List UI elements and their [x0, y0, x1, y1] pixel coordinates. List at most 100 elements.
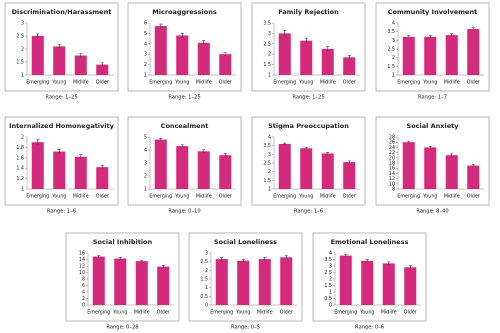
bar: [53, 46, 66, 75]
bar: [402, 142, 415, 189]
range-note: Range: 1–25: [168, 95, 200, 101]
y-tick-label: 6: [144, 21, 147, 27]
bar: [74, 156, 87, 189]
y-tick-label: 2: [268, 52, 271, 58]
bar: [343, 57, 356, 75]
y-tick-label: 4: [329, 251, 332, 257]
y-tick-label: 2.5: [263, 41, 271, 47]
y-tick-label: 1.5: [324, 283, 332, 289]
bar: [96, 64, 109, 75]
chart-title: Family Rejection: [278, 8, 339, 16]
bar: [361, 260, 374, 305]
bar: [424, 36, 437, 75]
x-tick-label: Midlife: [444, 194, 460, 200]
y-tick-label: 1.2: [16, 176, 24, 182]
x-tick-label: Emerging: [26, 80, 49, 86]
y-tick-label: 0: [82, 303, 85, 309]
bar: [404, 267, 417, 305]
y-tick-label: 1: [21, 73, 24, 79]
x-tick-label: Emerging: [149, 80, 172, 86]
y-tick-label: 2: [82, 296, 85, 302]
x-tick-label: Emerging: [26, 194, 49, 200]
bar: [96, 167, 109, 189]
bar: [74, 55, 87, 75]
y-tick-label: 2: [144, 62, 147, 68]
range-note: Range: 0–5: [231, 325, 260, 331]
x-tick-label: Midlife: [196, 80, 212, 86]
y-tick-label: 3: [268, 152, 271, 158]
y-tick-label: 1: [268, 73, 271, 79]
bar: [339, 255, 352, 305]
bar: [31, 36, 44, 75]
y-tick-label: 16: [389, 166, 395, 172]
x-tick-label: Emerging: [149, 194, 172, 200]
x-tick-label: Young: [298, 80, 313, 86]
x-tick-label: Midlife: [134, 310, 150, 316]
bar: [445, 155, 458, 189]
y-tick-label: 1.5: [16, 60, 24, 66]
bar: [215, 259, 228, 305]
x-tick-label: Older: [467, 80, 480, 86]
x-tick-label: Young: [298, 194, 313, 200]
y-tick-label: 8: [392, 187, 395, 193]
y-tick-label: 4: [392, 21, 395, 27]
x-tick-label: Older: [404, 310, 417, 316]
x-tick-label: Young: [51, 80, 66, 86]
x-tick-label: Midlife: [257, 310, 273, 316]
range-note: Range: 1–6: [294, 209, 323, 215]
y-tick-label: 3: [144, 52, 147, 58]
bar: [300, 40, 313, 75]
x-tick-label: Young: [359, 310, 374, 316]
x-tick-label: Young: [174, 194, 189, 200]
bar: [157, 266, 170, 305]
bar: [402, 36, 415, 75]
range-note: Range: 0–10: [168, 209, 200, 215]
y-tick-label: 2.5: [263, 161, 271, 167]
x-tick-label: Older: [96, 80, 109, 86]
y-tick-label: 12: [79, 264, 85, 270]
range-note: Range: 0–6: [355, 325, 384, 331]
bar: [343, 162, 356, 189]
y-tick-label: 2: [205, 268, 208, 274]
bar: [219, 54, 232, 75]
y-tick-label: 1.4: [16, 166, 24, 172]
range-note: Range: 1–25: [292, 95, 324, 101]
chart-title: Stigma Preoccupation: [268, 122, 349, 130]
bar: [53, 151, 66, 189]
y-tick-label: 22: [389, 150, 395, 156]
y-tick-label: 2: [329, 277, 332, 283]
bar: [321, 49, 334, 75]
x-tick-label: Older: [467, 194, 480, 200]
bar: [321, 153, 334, 189]
y-tick-label: 2: [268, 169, 271, 175]
x-tick-label: Young: [51, 194, 66, 200]
y-tick-label: 3: [144, 161, 147, 167]
bar: [154, 26, 167, 75]
y-tick-label: 16: [79, 251, 85, 257]
y-tick-label: 14: [79, 257, 85, 263]
y-tick-label: 18: [389, 161, 395, 167]
y-tick-label: 8: [82, 277, 85, 283]
x-tick-label: Midlife: [73, 80, 89, 86]
bar: [197, 42, 210, 75]
y-tick-label: 10: [79, 270, 85, 276]
y-tick-label: 0: [329, 303, 332, 309]
bar: [219, 155, 232, 189]
x-tick-label: Midlife: [196, 194, 212, 200]
y-tick-label: 3: [392, 38, 395, 44]
x-tick-label: Midlife: [381, 310, 397, 316]
chart-title: Social Inhibition: [93, 238, 153, 246]
x-tick-label: Midlife: [73, 194, 89, 200]
bar: [445, 35, 458, 75]
bar: [135, 261, 148, 305]
x-tick-label: Older: [343, 194, 356, 200]
x-tick-label: Midlife: [320, 80, 336, 86]
y-tick-label: 3.5: [263, 143, 271, 149]
y-tick-label: 2.5: [324, 270, 332, 276]
y-tick-label: 2.5: [16, 34, 24, 40]
chart-title: Concealment: [161, 122, 209, 130]
y-tick-label: 1: [329, 290, 332, 296]
x-tick-label: Young: [112, 310, 127, 316]
chart-title: Microaggressions: [152, 8, 217, 16]
y-tick-label: 14: [389, 171, 395, 177]
